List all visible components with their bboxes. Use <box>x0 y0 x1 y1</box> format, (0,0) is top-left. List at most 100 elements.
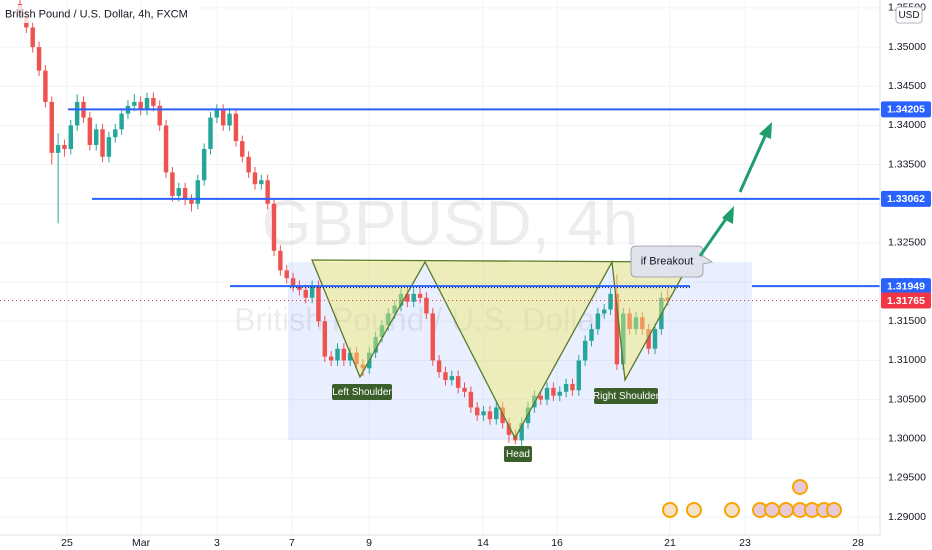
event-icon <box>764 502 780 518</box>
candle-body <box>151 98 156 106</box>
arrow <box>698 215 730 257</box>
candle-body <box>430 313 435 361</box>
y-tick-label: 1.29500 <box>888 472 926 484</box>
candle-body <box>157 105 162 126</box>
candle-body <box>519 423 524 441</box>
candle-body <box>62 145 67 149</box>
candle-body <box>506 423 512 435</box>
candle-body <box>360 364 366 369</box>
x-tick-label: 14 <box>477 537 489 549</box>
y-tick-label: 1.31500 <box>888 315 926 327</box>
candle-body <box>220 109 226 126</box>
candle-body <box>335 348 340 361</box>
candle-body <box>373 336 378 353</box>
candle-body <box>240 141 245 157</box>
header-bg <box>0 5 200 23</box>
candle-body <box>284 270 289 279</box>
candle-body <box>462 387 467 392</box>
level-label-box <box>881 101 931 118</box>
label-box <box>594 388 658 404</box>
candle-body <box>170 172 175 196</box>
event-icons <box>662 479 842 518</box>
candle-body <box>538 395 543 400</box>
candle-body <box>563 383 569 392</box>
level-label-box <box>881 190 931 207</box>
candle-body <box>487 411 493 420</box>
event-icon <box>662 502 678 518</box>
candle-body <box>252 172 258 185</box>
candle-body <box>392 305 397 314</box>
y-tick-label: 1.34000 <box>888 119 926 131</box>
y-tick-label: 1.30500 <box>888 393 926 405</box>
candle-body <box>290 278 296 287</box>
candle-body <box>74 101 80 126</box>
candle-body <box>576 360 582 391</box>
event-icon <box>826 502 842 518</box>
level-label: 1.34205 <box>887 104 925 116</box>
candle-body <box>227 113 232 126</box>
event-icon <box>778 502 794 518</box>
currency[interactable]: USD <box>898 10 919 21</box>
x-tick-label: 3 <box>214 537 220 549</box>
candle-body <box>443 372 448 381</box>
y-tick-label: 1.31000 <box>888 354 926 366</box>
y-tick-label: 1.34500 <box>888 80 926 92</box>
candle-body <box>265 180 270 204</box>
axes: 1.29000 1.29500 1.30000 1.30500 1.31000 1.315… <box>61 2 931 549</box>
candle-body <box>30 27 35 48</box>
head-shoulders-pattern <box>311 259 692 440</box>
annotation: Left Shoulder <box>332 387 392 398</box>
candle-body <box>68 125 74 149</box>
candle-body <box>43 70 48 102</box>
currency-box[interactable] <box>895 6 923 24</box>
y-tick-label: 1.30000 <box>888 433 926 445</box>
label-box <box>332 384 392 400</box>
event-icon <box>686 502 702 518</box>
candle-body <box>55 145 61 153</box>
candle-body <box>93 129 99 146</box>
candle-body <box>595 313 601 330</box>
candle-body <box>36 47 42 71</box>
candle-body <box>640 317 645 330</box>
candle-body <box>354 352 359 365</box>
arrow-head <box>759 122 772 139</box>
header-title: British Pound / U.S. Dollar, 4h, FXCM <box>5 8 188 20</box>
candle-body <box>557 391 562 396</box>
candle-body <box>328 356 334 361</box>
candle-body <box>608 293 613 310</box>
annotation: if Breakout <box>641 255 694 267</box>
candle-body <box>601 309 607 314</box>
annotation: Head <box>506 449 530 460</box>
x-tick-label: 28 <box>852 537 864 549</box>
candle-body <box>417 293 423 298</box>
x-tick-label: 25 <box>61 537 73 549</box>
candle-body <box>316 286 321 322</box>
candle-body <box>113 129 118 138</box>
candle-body <box>87 117 93 146</box>
candle-body <box>49 101 54 153</box>
candle-body <box>106 137 112 157</box>
candle-body <box>411 293 416 302</box>
candle-body <box>544 387 550 400</box>
candle-body <box>303 289 308 298</box>
x-tick-label: 23 <box>739 537 751 549</box>
candle-body <box>182 188 188 200</box>
callout <box>630 245 714 278</box>
candle-body <box>627 313 632 330</box>
candle-body <box>347 352 353 361</box>
candle-body <box>449 376 455 381</box>
y-tick-label: 1.29000 <box>888 511 926 523</box>
event-icon <box>724 502 740 518</box>
candle-body <box>646 329 651 349</box>
y-tick-label: 1.33500 <box>888 158 926 170</box>
levels <box>0 108 880 302</box>
candle-body <box>652 329 658 349</box>
candle-body <box>665 297 670 301</box>
candle-body <box>259 180 264 185</box>
x-tick-label: Mar <box>132 537 151 549</box>
y-tick-label: 1.32500 <box>888 237 926 249</box>
candle-body <box>398 293 404 306</box>
candle-body <box>341 348 347 361</box>
candle-body <box>119 113 124 130</box>
